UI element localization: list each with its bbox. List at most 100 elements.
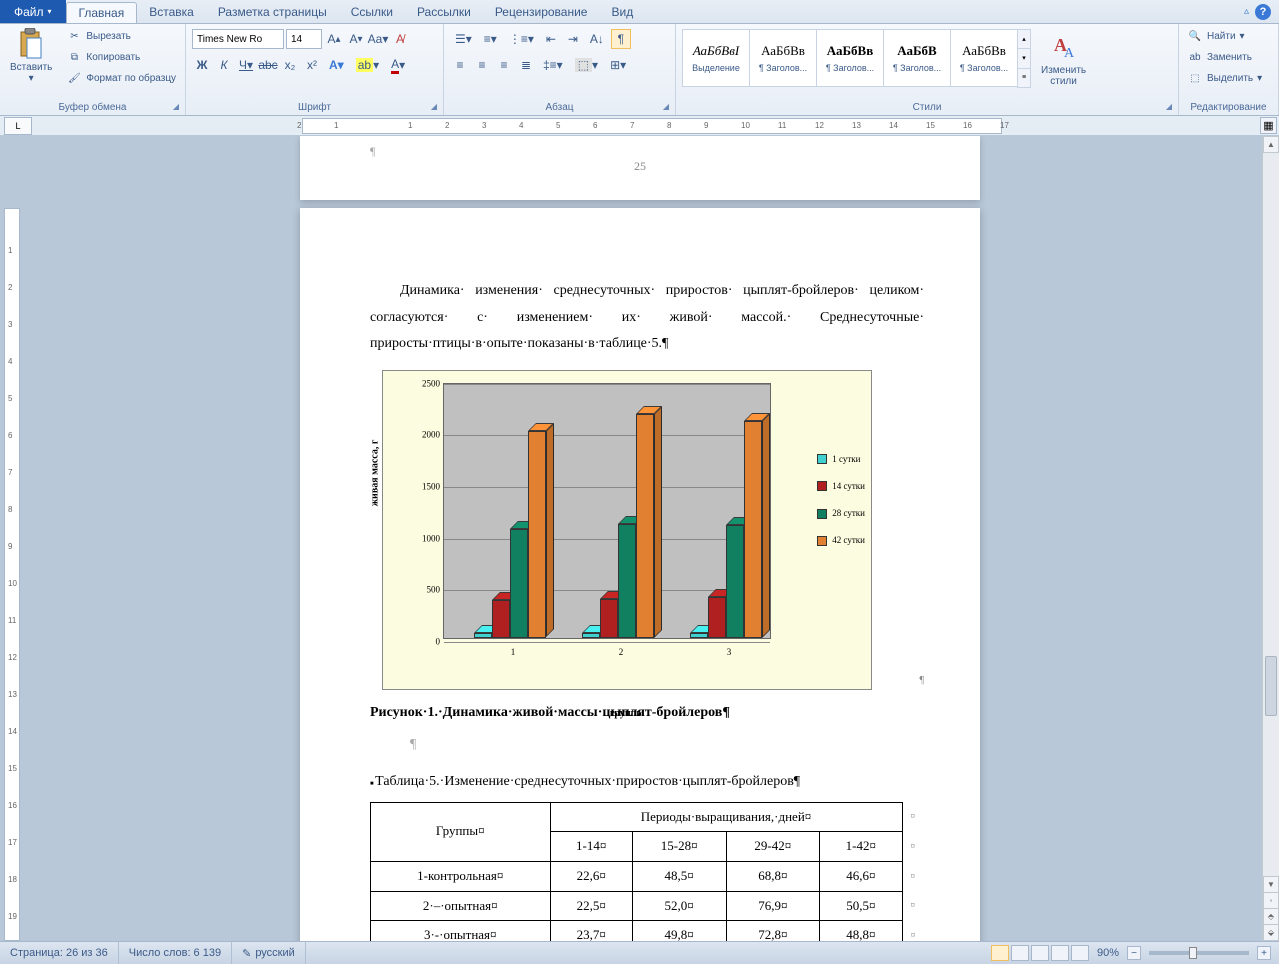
find-icon: 🔍 [1187, 28, 1203, 44]
status-page[interactable]: Страница: 26 из 36 [0, 942, 119, 964]
chart-legend: 1 сутки14 сутки28 сутки42 сутки [817, 441, 865, 559]
view-outline[interactable] [1051, 945, 1069, 961]
status-language[interactable]: ✎русский [232, 942, 306, 964]
scroll-thumb[interactable] [1265, 656, 1277, 716]
sort-button[interactable]: A↓ [585, 29, 609, 49]
align-justify-button[interactable]: ≣ [516, 55, 536, 75]
group-editing: 🔍Найти ▾ abЗаменить ⬚Выделить ▾ Редактир… [1179, 24, 1279, 115]
scroll-up-button[interactable]: ▲ [1263, 136, 1279, 153]
bullets-button[interactable]: ☰▾ [450, 29, 477, 49]
zoom-slider[interactable] [1149, 951, 1249, 955]
superscript-button[interactable]: x² [302, 55, 322, 75]
minimize-ribbon-icon[interactable]: ▵ [1244, 6, 1249, 17]
styles-launcher[interactable]: ◢ [1166, 102, 1172, 111]
indent-dec-button[interactable]: ⇤ [541, 29, 561, 49]
styles-group-label: Стили [913, 102, 942, 113]
shrink-font-button[interactable]: A▾ [346, 29, 366, 49]
format-painter-button[interactable]: 🖌Формат по образцу [62, 68, 180, 88]
tab-view[interactable]: Вид [599, 0, 645, 23]
status-words[interactable]: Число слов: 6 139 [119, 942, 232, 964]
subscript-button[interactable]: x₂ [280, 55, 300, 75]
align-center-button[interactable]: ≡ [472, 55, 492, 75]
line-spacing-button[interactable]: ‡≡▾ [538, 55, 568, 75]
help-icon[interactable]: ? [1255, 4, 1271, 20]
ruler-toggle[interactable]: ▦ [1260, 117, 1277, 134]
scroll-down-button[interactable]: ▼ [1263, 876, 1279, 893]
font-group-label: Шрифт [298, 102, 331, 113]
tab-page-layout[interactable]: Разметка страницы [206, 0, 339, 23]
replace-button[interactable]: abЗаменить [1183, 47, 1266, 67]
underline-button[interactable]: Ч▾ [236, 55, 256, 75]
view-web[interactable] [1031, 945, 1049, 961]
paste-button[interactable]: Вставить▾ [4, 26, 58, 86]
tab-insert[interactable]: Вставка [137, 0, 206, 23]
ruler-corner[interactable]: L [4, 117, 32, 135]
style-item-2[interactable]: АаБбВв¶ Заголов... [816, 29, 884, 87]
zoom-out-button[interactable]: − [1127, 946, 1141, 960]
change-styles-button[interactable]: AA Изменить стили [1035, 29, 1092, 89]
select-button[interactable]: ⬚Выделить ▾ [1183, 68, 1266, 88]
zoom-in-button[interactable]: + [1257, 946, 1271, 960]
font-launcher[interactable]: ◢ [431, 102, 437, 111]
zoom-thumb[interactable] [1189, 947, 1197, 959]
vertical-ruler[interactable]: 1234567891011121314151617181920 [4, 208, 20, 941]
font-color-button[interactable]: A▾ [386, 55, 410, 75]
style-item-4[interactable]: АаБбВв¶ Заголов... [950, 29, 1018, 87]
font-size-input[interactable] [286, 29, 322, 49]
style-item-0[interactable]: АаБбВвІВыделение [682, 29, 750, 87]
browse-object-button[interactable]: ◦ [1263, 892, 1279, 909]
numbering-button[interactable]: ≡▾ [479, 29, 502, 49]
style-item-3[interactable]: АаБбВ¶ Заголов... [883, 29, 951, 87]
lang-icon: ✎ [242, 947, 251, 960]
cut-button[interactable]: ✂Вырезать [62, 26, 180, 46]
group-paragraph: ☰▾ ≡▾ ⋮≡▾ ⇤ ⇥ A↓ ¶ ≡ ≡ ≡ ≣ ‡≡▾ ⬚▾ ⊞▾ Абз… [444, 24, 676, 115]
find-button[interactable]: 🔍Найти ▾ [1183, 26, 1266, 46]
text-effects-button[interactable]: A▾ [324, 55, 349, 75]
change-case-button[interactable]: Aa▾ [368, 29, 388, 49]
copy-button[interactable]: ⧉Копировать [62, 47, 180, 67]
select-icon: ⬚ [1187, 70, 1203, 86]
grow-font-button[interactable]: A▴ [324, 29, 344, 49]
tab-home[interactable]: Главная [66, 2, 138, 23]
clipboard-launcher[interactable]: ◢ [173, 102, 179, 111]
paragraph-launcher[interactable]: ◢ [663, 102, 669, 111]
paste-icon [15, 28, 47, 60]
font-name-input[interactable] [192, 29, 284, 49]
style-item-1[interactable]: АаБбВв¶ Заголов... [749, 29, 817, 87]
align-left-button[interactable]: ≡ [450, 55, 470, 75]
view-draft[interactable] [1071, 945, 1089, 961]
vertical-scrollbar[interactable]: ▲ ▼ ◦ ⬘ ⬙ [1262, 136, 1279, 941]
data-table[interactable]: Группы¤Периоды·выращивания,·дней¤¤1-14¤1… [370, 802, 924, 941]
document-page[interactable]: Динамика· изменения· среднесуточных· при… [300, 208, 980, 941]
highlight-button[interactable]: ab▾ [351, 55, 384, 75]
brush-icon: 🖌 [66, 70, 82, 86]
style-scroll-up[interactable]: ▴ [1017, 29, 1031, 49]
group-clipboard: Вставить▾ ✂Вырезать ⧉Копировать 🖌Формат … [0, 24, 186, 115]
shading-button[interactable]: ⬚▾ [570, 55, 603, 75]
multilevel-button[interactable]: ⋮≡▾ [504, 29, 539, 49]
style-scroll-down[interactable]: ▾ [1017, 48, 1031, 68]
style-scroll-more[interactable]: ≡ [1017, 68, 1031, 88]
show-marks-button[interactable]: ¶ [611, 29, 631, 49]
horizontal-ruler[interactable]: 211234567891011121314151617 [302, 118, 1002, 134]
chart-x-label: группы [610, 704, 644, 723]
italic-button[interactable]: К [214, 55, 234, 75]
change-styles-icon: AA [1048, 31, 1080, 63]
borders-button[interactable]: ⊞▾ [605, 55, 631, 75]
tab-mailings[interactable]: Рассылки [405, 0, 483, 23]
view-full-screen[interactable] [1011, 945, 1029, 961]
clear-format-button[interactable]: A̸ [390, 29, 410, 49]
prev-page-button[interactable]: ⬘ [1263, 908, 1279, 925]
tab-references[interactable]: Ссылки [339, 0, 405, 23]
indent-inc-button[interactable]: ⇥ [563, 29, 583, 49]
strike-button[interactable]: abc [258, 55, 278, 75]
bold-button[interactable]: Ж [192, 55, 212, 75]
tab-review[interactable]: Рецензирование [483, 0, 600, 23]
tab-file[interactable]: Файл [0, 0, 66, 23]
view-print-layout[interactable] [991, 945, 1009, 961]
next-page-button[interactable]: ⬙ [1263, 924, 1279, 941]
chart-figure[interactable]: живая масса, г 05001000150020002500123 1… [370, 370, 924, 690]
align-right-button[interactable]: ≡ [494, 55, 514, 75]
zoom-level[interactable]: 90% [1097, 947, 1119, 959]
ribbon: Вставить▾ ✂Вырезать ⧉Копировать 🖌Формат … [0, 24, 1279, 116]
